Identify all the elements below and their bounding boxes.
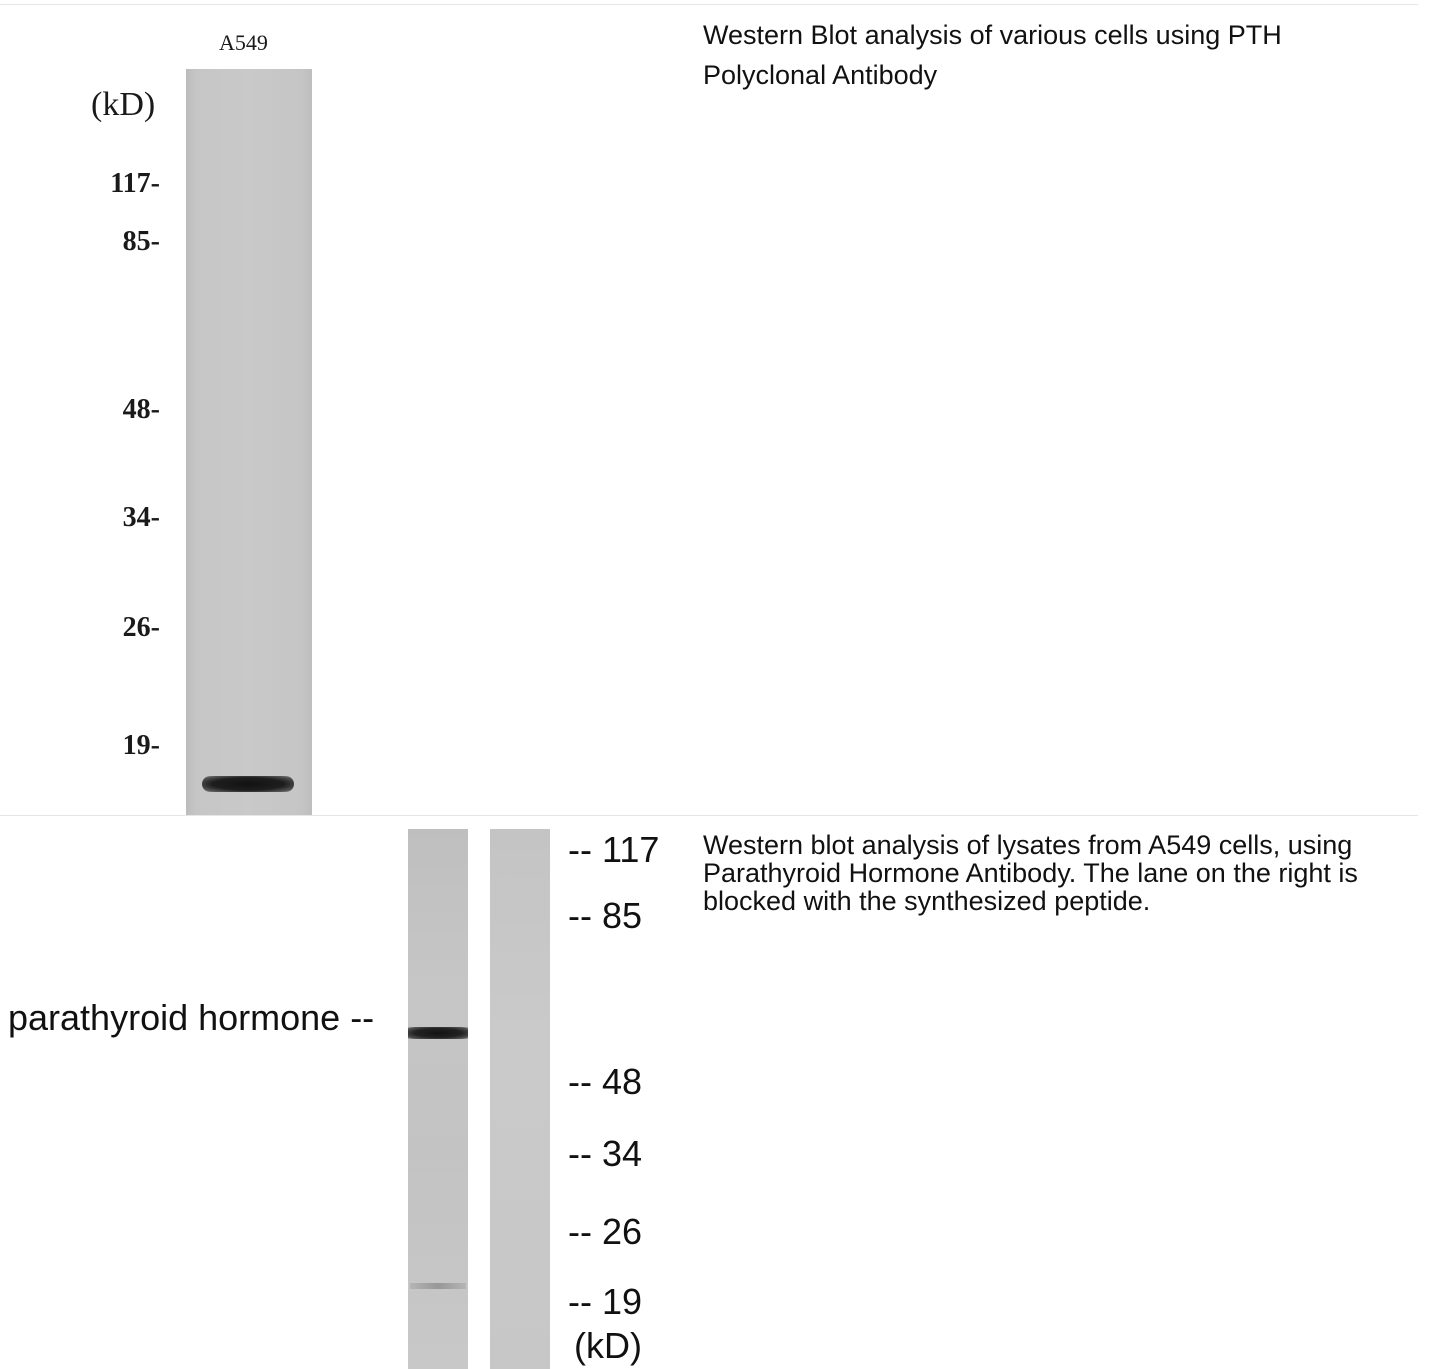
blot-lane-peptide-blocked xyxy=(490,829,550,1369)
marker-34: -- 34 xyxy=(568,1133,643,1174)
marker-19: 19- xyxy=(122,730,160,761)
bottom-divider xyxy=(0,815,1418,816)
lane-label-a549: A549 xyxy=(219,30,268,55)
marker-85: -- 85 xyxy=(568,895,643,936)
top-divider xyxy=(0,4,1418,5)
blot-lane-untreated xyxy=(408,829,468,1369)
marker-85: 85- xyxy=(122,226,160,257)
protein-band xyxy=(202,776,294,792)
marker-117: 117- xyxy=(110,168,160,199)
kd-unit-label: (kD) xyxy=(91,86,156,123)
top-caption: Western Blot analysis of various cells u… xyxy=(703,20,1282,90)
marker-48: 48- xyxy=(122,394,160,425)
blot-lane-a549 xyxy=(186,69,312,815)
marker-34: 34- xyxy=(122,502,160,533)
marker-26: 26- xyxy=(122,612,160,643)
protein-label: parathyroid hormone -- xyxy=(8,997,375,1038)
marker-48: -- 48 xyxy=(568,1061,643,1102)
marker-19: -- 19 xyxy=(568,1281,643,1322)
bottom-blot-panel: parathyroid hormone -- -- 117 -- 85 -- 4… xyxy=(0,815,1434,1369)
top-blot-panel: A549 (kD) 117- 85- 48- 34- 26- 19- Weste… xyxy=(0,4,1418,815)
marker-117: -- 117 xyxy=(568,829,660,870)
kd-unit-label: (kD) xyxy=(574,1325,642,1366)
protein-band xyxy=(408,1027,468,1039)
marker-26: -- 26 xyxy=(568,1211,643,1252)
bottom-caption: Western blot analysis of lysates from A5… xyxy=(703,830,1358,916)
faint-band xyxy=(410,1283,466,1289)
